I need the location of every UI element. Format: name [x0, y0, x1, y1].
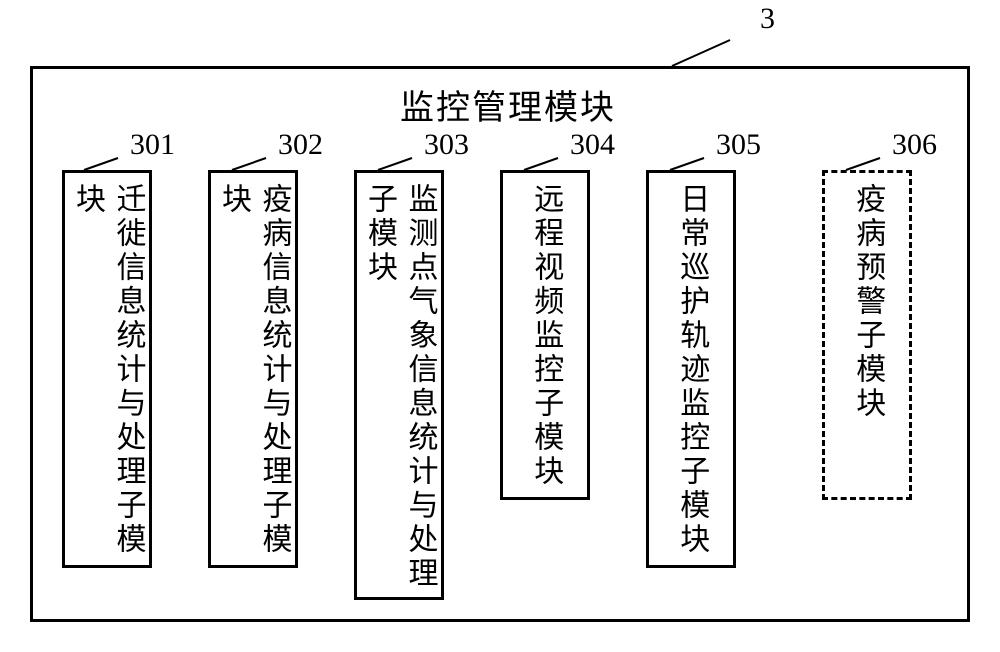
sub-box-304: 远程视频监控子模块	[500, 170, 590, 500]
sub-box-303: 监测点气象信息统计与处理子模块	[354, 170, 444, 600]
sub-box-305: 日常巡护轨迹监控子模块	[646, 170, 736, 568]
sub-ref-302: 302	[278, 128, 323, 162]
sub-ref-305: 305	[716, 128, 761, 162]
sub-label-304: 远程视频监控子模块	[525, 183, 566, 489]
outer-ref-label: 3	[760, 2, 775, 36]
sub-ref-304: 304	[570, 128, 615, 162]
sub-label-305: 日常巡护轨迹监控子模块	[671, 183, 712, 557]
sub-ref-301: 301	[130, 128, 175, 162]
sub-ref-306: 306	[892, 128, 937, 162]
sub-ref-303: 303	[424, 128, 469, 162]
sub-label-302: 疫病信息统计与处理子模块	[213, 183, 294, 565]
sub-box-301: 迁徙信息统计与处理子模块	[62, 170, 152, 568]
sub-label-303: 监测点气象信息统计与处理子模块	[359, 183, 440, 597]
module-title: 监控管理模块	[400, 80, 616, 129]
sub-box-302: 疫病信息统计与处理子模块	[208, 170, 298, 568]
sub-label-306: 疫病预警子模块	[847, 183, 888, 421]
sub-label-301: 迁徙信息统计与处理子模块	[67, 183, 148, 565]
sub-box-306: 疫病预警子模块	[822, 170, 912, 500]
diagram-canvas: 3 监控管理模块 301 迁徙信息统计与处理子模块 302 疫病信息统计与处理子模块 3…	[0, 0, 1000, 652]
